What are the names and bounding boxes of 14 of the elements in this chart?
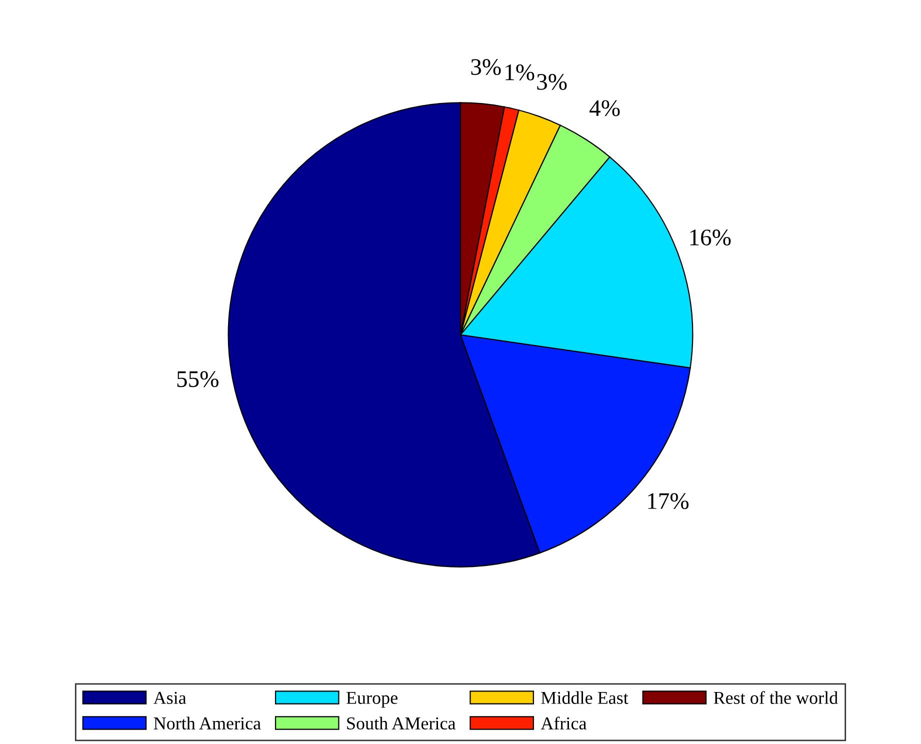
data-label: 4% bbox=[590, 100, 620, 116]
legend-label: Asia bbox=[153, 692, 186, 704]
legend-label: South AMerica bbox=[347, 716, 456, 730]
legend-label: North America bbox=[154, 716, 261, 730]
data-label: 55% bbox=[177, 371, 218, 388]
data-label: 1% bbox=[506, 64, 534, 80]
legend-label: Africa bbox=[540, 716, 587, 730]
data-label: 3% bbox=[471, 59, 501, 76]
data-label: 3% bbox=[537, 74, 567, 90]
legend-label: Rest of the world bbox=[714, 691, 838, 704]
data-label: 17% bbox=[648, 493, 689, 510]
legend-label: Middle East bbox=[541, 691, 628, 704]
data-label: 16% bbox=[690, 230, 731, 246]
legend-label: Europe bbox=[346, 692, 398, 708]
